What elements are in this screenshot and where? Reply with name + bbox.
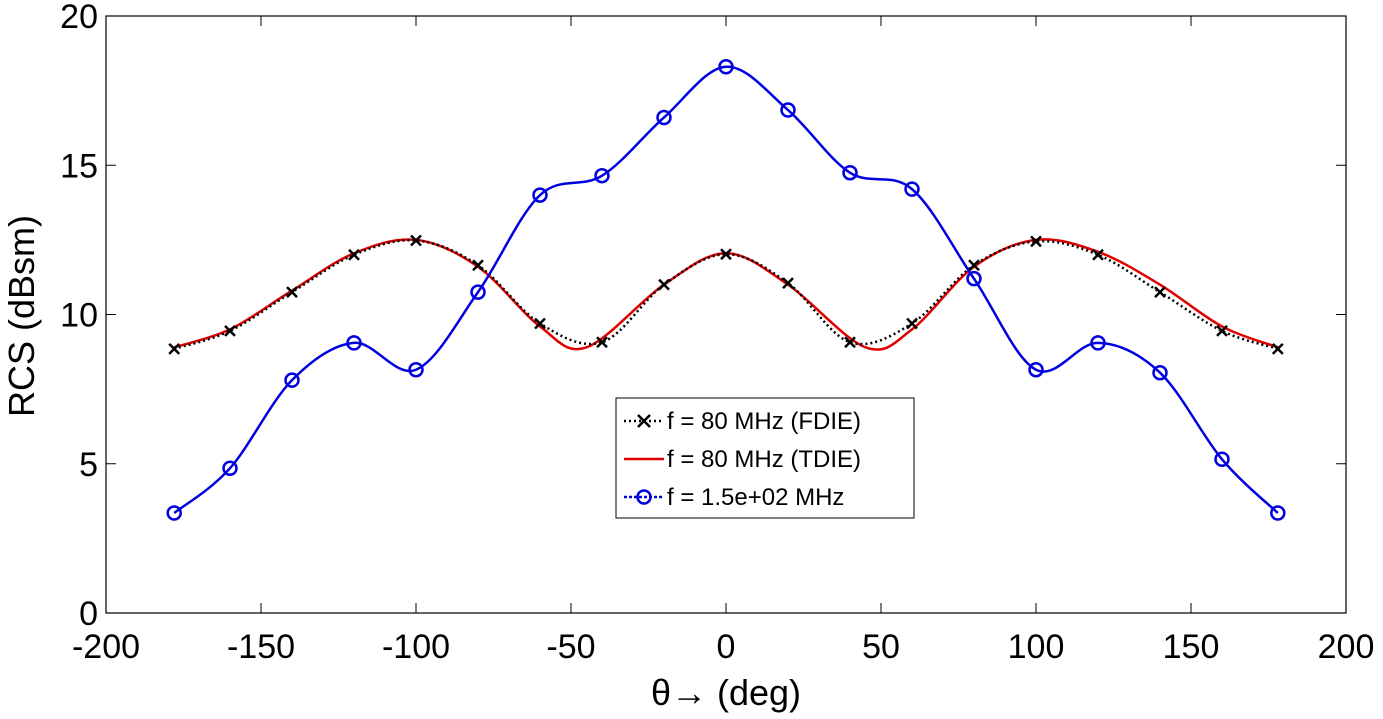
data-point-x [286, 286, 298, 298]
x-tick-labels: -200 -150 -100 -50 0 50 100 150 200 [72, 628, 1374, 666]
data-point-circle [904, 181, 920, 197]
x-tick-label: 100 [1008, 628, 1065, 666]
x-tick-label: 50 [862, 628, 900, 666]
data-point-x [472, 259, 484, 272]
data-point-circle [1214, 451, 1230, 468]
x-tick-label: -50 [546, 628, 595, 666]
legend-entry-fdie: f = 80 MHz (FDIE) [624, 408, 861, 435]
data-point-x [596, 336, 608, 349]
x-tick-label: 150 [1163, 628, 1220, 666]
data-point-circle [346, 335, 362, 351]
data-point-circle [594, 167, 610, 184]
x-tick-label: -150 [227, 628, 295, 666]
legend-label-tdie: f = 80 MHz (TDIE) [667, 446, 861, 473]
x-axis-label: θ→ (deg) [651, 672, 801, 713]
y-tick-label: 15 [60, 147, 98, 185]
y-tick-labels: 0 5 10 15 20 [60, 0, 98, 633]
y-tick-label: 5 [79, 446, 98, 484]
data-point-circle [1090, 335, 1106, 351]
legend-entry-150mhz: f = 1.5e+02 MHz [624, 484, 844, 511]
y-tick-label: 20 [60, 0, 98, 36]
legend-box [615, 397, 915, 519]
y-tick-label: 0 [79, 595, 98, 633]
data-point-circle [966, 270, 982, 287]
data-point-x [348, 248, 360, 261]
data-point-circle [166, 505, 182, 521]
data-point-circle [718, 58, 734, 75]
data-point-circle [408, 361, 424, 378]
axis-ticks [105, 15, 1347, 614]
data-point-circle [284, 372, 300, 388]
legend-entry-tdie: f = 80 MHz (TDIE) [624, 446, 861, 473]
data-point-x [720, 248, 732, 261]
legend: f = 80 MHz (FDIE) f = 80 MHz (TDIE) f = … [615, 397, 915, 519]
data-point-circle [532, 187, 548, 203]
plot-area [105, 15, 1347, 614]
legend-marker-fdie [637, 414, 651, 428]
x-tick-label: 200 [1318, 628, 1375, 666]
data-point-x [168, 342, 181, 355]
legend-label-fdie: f = 80 MHz (FDIE) [667, 408, 861, 435]
data-point-x [534, 317, 546, 330]
data-point-x [1092, 248, 1104, 261]
y-tick-label: 10 [60, 297, 98, 335]
series-line [173, 65, 1279, 514]
y-axis-label: RCS (dBsm) [1, 215, 42, 417]
data-point-x [1154, 286, 1166, 298]
data-point-circle [842, 164, 858, 181]
data-point-circle [1270, 505, 1286, 521]
data-point-x [844, 336, 856, 349]
series-2 [166, 58, 1286, 521]
data-point-x [782, 277, 794, 290]
data-point-x [906, 317, 918, 330]
data-point-x [968, 259, 980, 272]
data-point-circle [222, 460, 238, 476]
data-point-circle [1028, 361, 1044, 378]
data-point-circle [780, 102, 796, 118]
data-point-x [224, 325, 236, 337]
data-point-x [658, 278, 670, 291]
legend-marker-150mhz [636, 489, 652, 505]
x-tick-label: -200 [72, 628, 140, 666]
data-point-circle [470, 284, 486, 300]
x-tick-label: -100 [382, 628, 450, 666]
x-tick-label: 0 [717, 628, 736, 666]
data-point-circle [1152, 364, 1168, 381]
series-0 [168, 234, 1284, 355]
data-point-x [1030, 235, 1042, 248]
data-point-x [410, 234, 422, 247]
series-layer [166, 58, 1286, 521]
legend-label-150mhz: f = 1.5e+02 MHz [667, 484, 844, 511]
data-point-circle [656, 109, 672, 126]
data-point-x [1216, 325, 1228, 337]
data-point-x [1271, 342, 1284, 355]
